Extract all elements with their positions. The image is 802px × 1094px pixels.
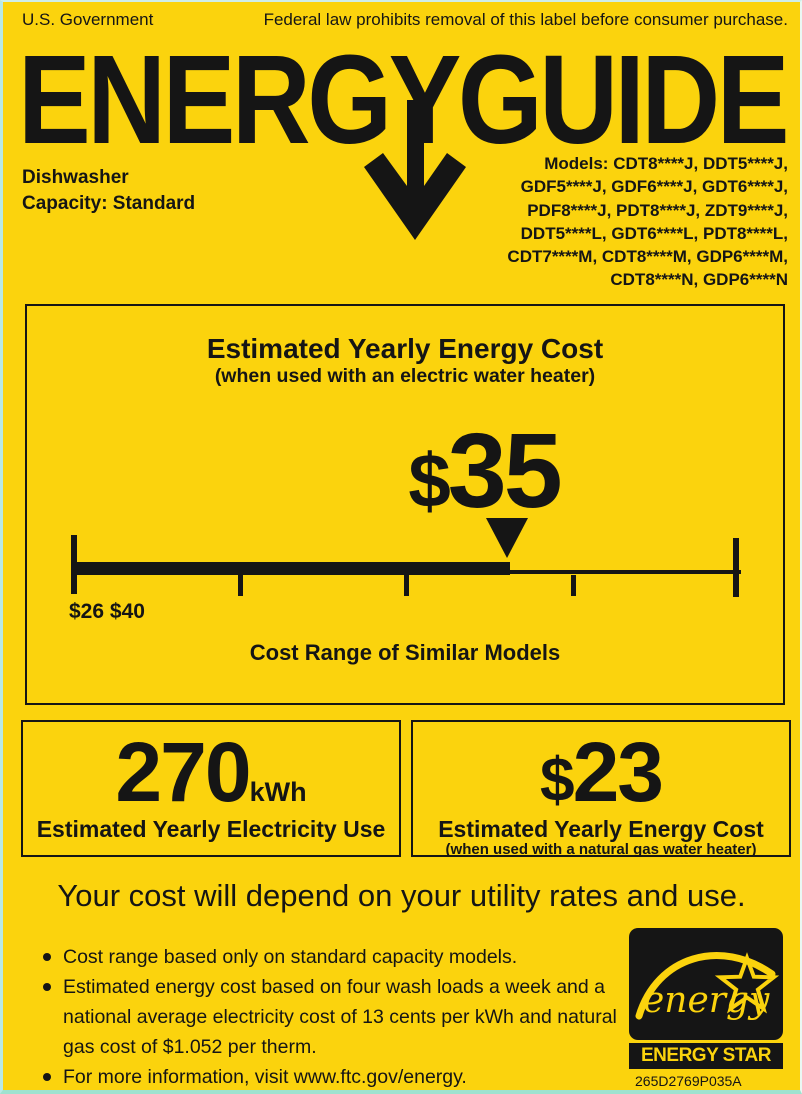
electricity-use-box: 270kWh Estimated Yearly Electricity Use <box>21 720 401 857</box>
scale-tick-mid <box>238 575 243 596</box>
energy-star-mark: energy <box>629 928 783 1040</box>
footnote-item: Estimated energy cost based on four wash… <box>43 972 618 1062</box>
energyguide-title: ENERGYGUIDE <box>18 29 790 170</box>
utility-rates-headline: Your cost will depend on your utility ra… <box>57 878 746 913</box>
electricity-use-value: 270kWh <box>23 730 399 814</box>
energyguide-wordmark: ENERGYGUIDE <box>18 29 790 170</box>
cost-box-title: Estimated Yearly Energy Cost <box>206 333 604 364</box>
model-line: Models: CDT8****J, DDT5****J, <box>544 154 788 173</box>
energy-star-art: energy <box>635 952 780 1021</box>
kwh-unit: kWh <box>249 777 307 807</box>
scale-tick-mid <box>571 575 576 596</box>
footnote-text: For more information, visit www.ftc.gov/… <box>63 1066 467 1088</box>
gas-cost-digits: 23 <box>572 725 664 819</box>
bullet-icon <box>43 1073 51 1081</box>
star-icon <box>714 952 780 1014</box>
scale-tick-mid <box>404 575 409 596</box>
model-line: GDF5****J, GDF6****J, GDT6****J, <box>520 177 788 197</box>
footnote-list: Cost range based only on standard capaci… <box>43 942 618 1090</box>
scale-range-bar <box>73 562 510 575</box>
cost-digits: 35 <box>447 412 563 530</box>
gas-cost-box: $23 Estimated Yearly Energy Cost (when u… <box>411 720 791 858</box>
energy-star-logo: energy ENERGY STAR 265D2769P035A <box>629 928 783 1089</box>
model-line: CDT8****N, GDP6****N <box>610 270 788 290</box>
gas-cost-subcaption: (when used with a natural gas water heat… <box>445 841 757 858</box>
product-capacity: Capacity: Standard <box>22 192 196 214</box>
footnote-item: Cost range based only on standard capaci… <box>43 942 618 972</box>
bullet-icon <box>43 983 51 991</box>
dollar-sign: $ <box>408 439 450 524</box>
cost-box-subtitle: (when used with an electric water heater… <box>214 365 596 387</box>
product-info: Dishwasher Capacity: Standard <box>22 165 195 216</box>
gas-cost-value: $23 <box>413 730 789 814</box>
product-type: Dishwasher <box>22 167 129 188</box>
label-header: U.S. Government Federal law prohibits re… <box>22 10 788 30</box>
footnote-item: For more information, visit www.ftc.gov/… <box>43 1062 618 1090</box>
bullet-icon <box>43 953 51 961</box>
energy-star-band: ENERGY STAR <box>629 1043 783 1069</box>
part-number: 265D2769P035A <box>635 1073 742 1089</box>
gas-cost-caption: Estimated Yearly Energy Cost <box>438 816 764 842</box>
model-line: DDT5****L, GDT6****L, PDT8****L, <box>520 223 788 243</box>
scale-min-label: $26 <box>69 600 105 623</box>
scale-caption: Cost Range of Similar Models <box>249 640 561 665</box>
energyguide-text: ENERGYGUIDE <box>18 46 786 152</box>
federal-law-text: Federal law prohibits removal of this la… <box>263 10 788 29</box>
model-list: Models: CDT8****J, DDT5****J, GDF5****J,… <box>368 152 788 292</box>
yearly-cost-box: Estimated Yearly Energy Cost (when used … <box>25 304 785 705</box>
down-arrow-icon <box>364 100 466 240</box>
scale-tick-right <box>733 538 739 597</box>
footnote-text: Cost range based only on standard capaci… <box>63 946 518 968</box>
scale-max-label: $40 <box>109 600 145 623</box>
footnote-text: Estimated energy cost based on four wash… <box>63 976 617 1058</box>
down-triangle-icon <box>486 518 528 558</box>
kwh-digits: 270 <box>115 725 251 819</box>
us-government-text: U.S. Government <box>22 10 154 29</box>
model-line: CDT7****M, CDT8****M, GDP6****M, <box>507 247 788 267</box>
estimated-cost-value: $35 <box>27 418 783 524</box>
electricity-use-caption: Estimated Yearly Electricity Use <box>36 816 386 842</box>
dollar-sign: $ <box>539 746 575 815</box>
scale-labels: $26 $40 <box>69 600 145 624</box>
scale-baseline <box>510 570 741 574</box>
model-line: PDF8****J, PDT8****J, ZDT9****J, <box>527 200 788 220</box>
